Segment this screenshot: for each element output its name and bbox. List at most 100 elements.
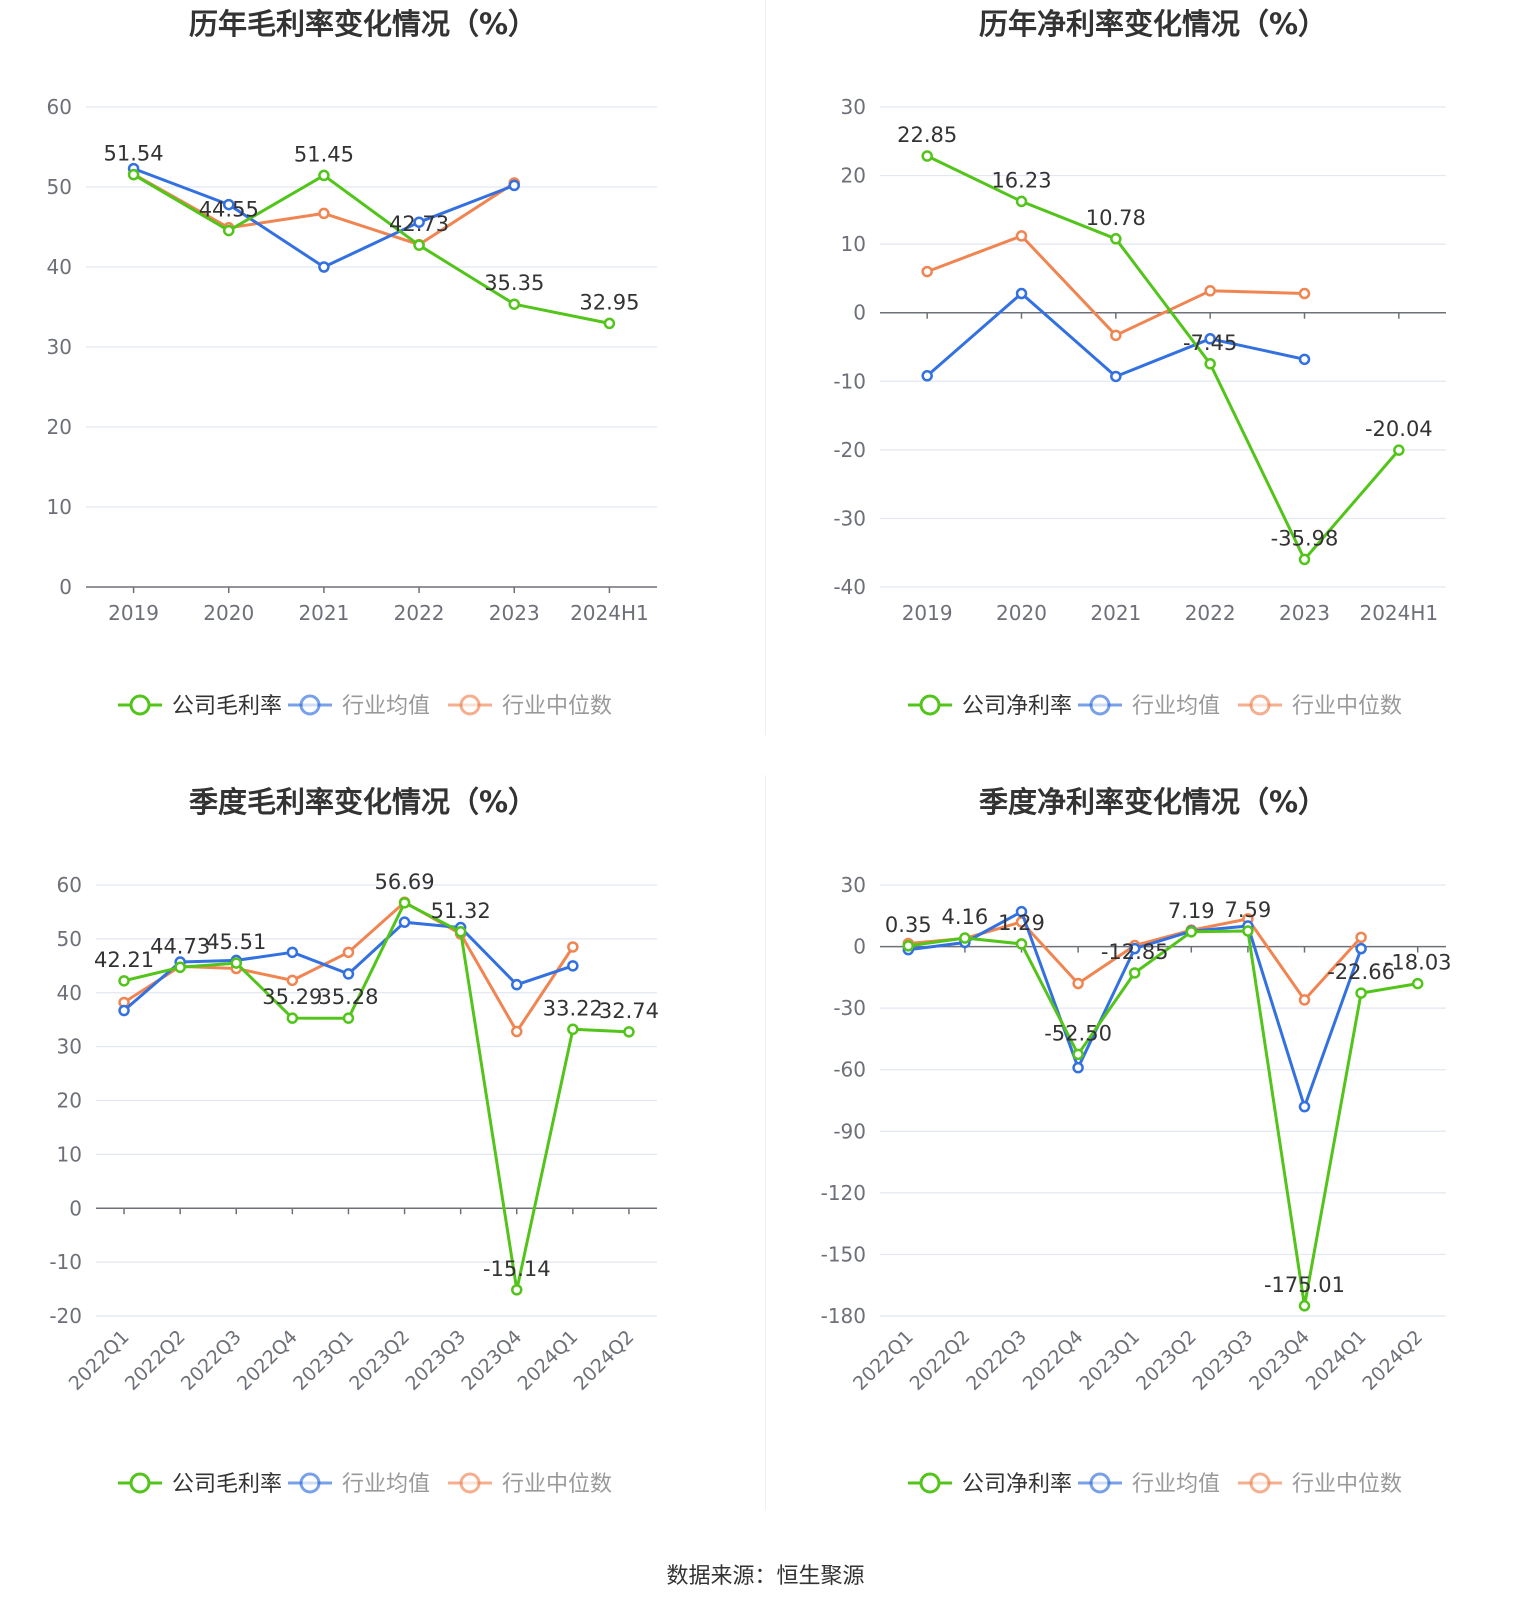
legend-item-avg: 行业均值 bbox=[288, 1472, 430, 1497]
y-tick-label: -40 bbox=[833, 575, 866, 599]
data-label: 33.22 bbox=[543, 996, 603, 1020]
data-point-avg bbox=[1072, 1061, 1084, 1074]
y-tick-label: 60 bbox=[57, 873, 82, 897]
legend-label: 行业均值 bbox=[342, 694, 430, 719]
data-point-median bbox=[921, 265, 933, 278]
y-tick-label: -30 bbox=[833, 996, 866, 1020]
x-tick-label: 2022Q1 bbox=[849, 1326, 918, 1395]
series-line-company bbox=[908, 929, 1418, 1308]
data-label: 45.51 bbox=[206, 930, 266, 954]
data-point-company bbox=[223, 224, 235, 237]
x-tick-label: 2022 bbox=[394, 601, 445, 625]
data-source-note: 数据来源：恒生聚源 bbox=[666, 1564, 865, 1589]
data-label: -52.50 bbox=[1044, 1021, 1112, 1045]
x-tick-label: 2022Q3 bbox=[962, 1326, 1031, 1395]
y-tick-label: 0 bbox=[853, 935, 866, 959]
y-tick-label: 10 bbox=[57, 1142, 82, 1166]
data-point-company bbox=[902, 940, 915, 952]
legend-marker bbox=[1089, 1472, 1111, 1494]
legend-item-median: 行业中位数 bbox=[1238, 1472, 1402, 1497]
x-tick-label: 2022 bbox=[1185, 601, 1236, 625]
legend-label: 行业中位数 bbox=[1292, 694, 1402, 719]
chart-title: 历年净利率变化情况（%） bbox=[979, 7, 1327, 41]
x-tick-label: 2024Q1 bbox=[1302, 1326, 1371, 1395]
x-tick-label: 2021 bbox=[1090, 601, 1141, 625]
x-tick-label: 2022Q4 bbox=[233, 1326, 302, 1395]
data-point-avg bbox=[511, 978, 523, 991]
data-point-company bbox=[174, 961, 186, 974]
x-tick-label: 2020 bbox=[203, 601, 254, 625]
data-point-company bbox=[318, 169, 330, 182]
data-label: 51.45 bbox=[294, 142, 354, 166]
y-tick-label: 30 bbox=[841, 95, 866, 119]
y-tick-label: 30 bbox=[841, 873, 866, 897]
data-point-company bbox=[118, 975, 130, 987]
legend-label: 公司毛利率 bbox=[172, 694, 282, 719]
y-tick-label: -180 bbox=[821, 1304, 866, 1328]
data-point-avg bbox=[1015, 905, 1028, 918]
data-point-company bbox=[1242, 925, 1254, 937]
x-tick-label: 2024H1 bbox=[570, 601, 649, 625]
data-label: 7.59 bbox=[1225, 898, 1272, 922]
legend-item-company: 公司毛利率 bbox=[118, 1472, 282, 1497]
data-label: 22.85 bbox=[897, 123, 957, 147]
x-tick-label: 2024Q1 bbox=[514, 1326, 583, 1395]
data-point-avg bbox=[286, 946, 299, 959]
series-line-company bbox=[926, 154, 1400, 561]
data-point-company bbox=[959, 932, 971, 944]
legend-item-company: 公司毛利率 bbox=[118, 694, 282, 719]
data-label: 32.74 bbox=[599, 999, 659, 1023]
data-point-company bbox=[508, 298, 520, 310]
x-tick-label: 2019 bbox=[902, 601, 953, 625]
data-point-company bbox=[1185, 926, 1198, 938]
legend-item-company: 公司净利率 bbox=[908, 1472, 1072, 1497]
data-label: -35.98 bbox=[1271, 526, 1339, 550]
data-label: 44.55 bbox=[199, 198, 259, 222]
x-tick-label: 2023 bbox=[1279, 601, 1330, 625]
x-tick-label: 2024Q2 bbox=[1358, 1326, 1427, 1395]
legend-label: 行业均值 bbox=[342, 1472, 430, 1497]
x-tick-label: 2023Q4 bbox=[457, 1326, 526, 1395]
x-tick-label: 2023Q2 bbox=[1132, 1326, 1201, 1395]
legend-item-avg: 行业均值 bbox=[288, 694, 430, 719]
legend-item-median: 行业中位数 bbox=[1238, 694, 1402, 719]
data-label: 42.21 bbox=[94, 948, 154, 972]
legend-label: 行业中位数 bbox=[502, 1472, 612, 1497]
series-line-company bbox=[123, 901, 630, 1292]
legend-marker bbox=[129, 694, 151, 716]
legend-marker bbox=[129, 1472, 151, 1494]
legend-marker bbox=[1249, 1472, 1271, 1494]
data-point-company bbox=[1411, 977, 1424, 990]
data-point-median bbox=[1072, 977, 1084, 990]
y-tick-label: 40 bbox=[57, 981, 82, 1005]
y-tick-label: -90 bbox=[833, 1119, 866, 1143]
data-point-company bbox=[1015, 195, 1028, 208]
data-point-company bbox=[921, 150, 933, 162]
data-label: 10.78 bbox=[1086, 206, 1146, 230]
legend-marker bbox=[299, 694, 321, 716]
y-tick-label: 10 bbox=[47, 495, 72, 519]
data-label: 35.35 bbox=[484, 271, 544, 295]
data-label: 1.29 bbox=[998, 911, 1045, 935]
data-point-median bbox=[567, 941, 579, 953]
data-point-avg bbox=[1298, 1100, 1311, 1113]
legend-label: 行业均值 bbox=[1132, 1472, 1220, 1497]
series-line-median bbox=[926, 234, 1305, 337]
legend-label: 行业均值 bbox=[1132, 694, 1220, 719]
legend-label: 公司毛利率 bbox=[172, 1472, 282, 1497]
legend-marker bbox=[919, 694, 941, 716]
data-label: -22.66 bbox=[1327, 960, 1395, 984]
x-tick-label: 2022Q1 bbox=[65, 1326, 134, 1395]
legend-item-avg: 行业均值 bbox=[1078, 694, 1220, 719]
legend-item-company: 公司净利率 bbox=[908, 694, 1072, 719]
data-point-median bbox=[286, 974, 299, 987]
y-tick-label: 60 bbox=[47, 95, 72, 119]
legend-item-median: 行业中位数 bbox=[448, 694, 612, 719]
legend-marker bbox=[459, 1472, 481, 1494]
x-tick-label: 2023Q2 bbox=[345, 1326, 414, 1395]
y-tick-label: 50 bbox=[47, 175, 72, 199]
y-tick-label: -150 bbox=[821, 1242, 866, 1266]
chart-panel-1: 历年毛利率变化情况（%） 0 10 20 30 40 50 60 2019 2020 2021 202… bbox=[47, 7, 657, 719]
data-point-company bbox=[1393, 444, 1405, 456]
data-point-company bbox=[413, 239, 425, 251]
